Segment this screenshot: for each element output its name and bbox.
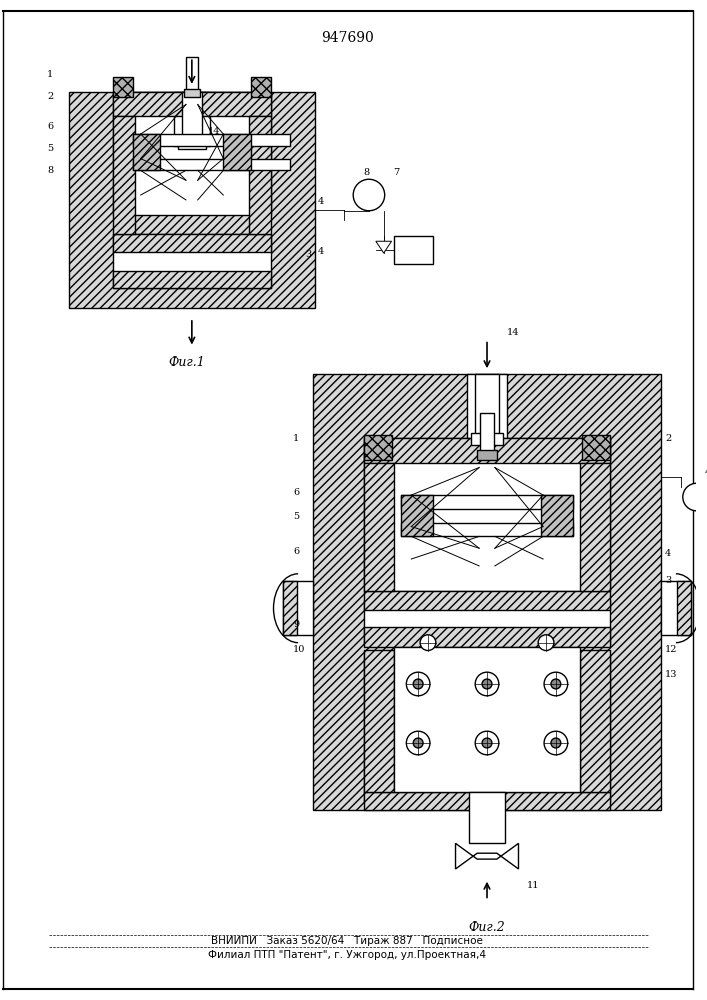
Circle shape bbox=[413, 738, 423, 748]
Bar bbox=[133, 134, 291, 146]
Text: 10: 10 bbox=[293, 645, 305, 654]
Circle shape bbox=[420, 635, 436, 651]
Text: 12: 12 bbox=[665, 645, 677, 654]
Bar bbox=[69, 92, 315, 308]
Bar bbox=[182, 92, 201, 141]
Text: Филиал ПТП "Патент", г. Ужгород, ул.Проектная,4: Филиал ПТП "Патент", г. Ужгород, ул.Прое… bbox=[209, 950, 486, 960]
Text: 3: 3 bbox=[305, 250, 311, 259]
Text: 5: 5 bbox=[293, 512, 299, 521]
Bar bbox=[251, 77, 271, 97]
Circle shape bbox=[482, 679, 492, 689]
Text: 14: 14 bbox=[208, 127, 220, 136]
Bar bbox=[402, 523, 573, 536]
Bar bbox=[467, 374, 507, 438]
Bar bbox=[364, 792, 610, 810]
Bar bbox=[475, 374, 499, 435]
Polygon shape bbox=[376, 241, 392, 253]
Text: 8: 8 bbox=[47, 166, 53, 175]
Bar bbox=[186, 57, 198, 92]
Circle shape bbox=[413, 679, 423, 689]
Circle shape bbox=[683, 483, 707, 511]
Circle shape bbox=[482, 738, 492, 748]
Text: 2: 2 bbox=[47, 92, 54, 101]
Bar bbox=[472, 433, 503, 445]
Bar bbox=[480, 413, 494, 453]
Bar bbox=[364, 438, 610, 591]
Circle shape bbox=[475, 731, 499, 755]
Text: 2: 2 bbox=[665, 434, 672, 443]
Bar bbox=[364, 654, 610, 802]
Bar bbox=[580, 463, 610, 591]
Bar bbox=[364, 600, 610, 645]
Bar bbox=[113, 92, 271, 116]
Bar bbox=[113, 92, 271, 215]
Bar bbox=[249, 116, 271, 234]
Bar bbox=[402, 495, 573, 509]
Bar bbox=[284, 581, 297, 635]
Circle shape bbox=[354, 179, 385, 211]
Text: Фиг.2: Фиг.2 bbox=[469, 921, 506, 934]
Circle shape bbox=[551, 679, 561, 689]
Circle shape bbox=[407, 731, 430, 755]
Text: 14: 14 bbox=[507, 328, 519, 337]
Bar bbox=[223, 134, 251, 170]
Polygon shape bbox=[455, 843, 518, 869]
Bar bbox=[364, 438, 610, 463]
Text: 6: 6 bbox=[293, 488, 299, 497]
Text: 4: 4 bbox=[317, 247, 324, 256]
Bar bbox=[174, 92, 209, 146]
Bar bbox=[113, 234, 271, 288]
Bar bbox=[583, 435, 610, 460]
Bar bbox=[113, 271, 271, 288]
Text: 4: 4 bbox=[665, 549, 672, 558]
Bar bbox=[402, 495, 433, 536]
Bar bbox=[469, 792, 505, 843]
Bar bbox=[113, 234, 271, 252]
Circle shape bbox=[407, 672, 430, 696]
Bar bbox=[133, 159, 291, 170]
Text: ВНИИПИ   Заказ 5620/64   Тираж 887   Подписное: ВНИИПИ Заказ 5620/64 Тираж 887 Подписное bbox=[211, 936, 484, 946]
Text: 4: 4 bbox=[317, 197, 324, 206]
Bar bbox=[113, 116, 135, 234]
Text: Фиг.1: Фиг.1 bbox=[168, 356, 205, 369]
Bar bbox=[580, 650, 610, 792]
Bar bbox=[364, 435, 392, 460]
Text: 6: 6 bbox=[293, 547, 299, 556]
Bar bbox=[394, 647, 580, 792]
Bar bbox=[677, 581, 691, 635]
Text: 3: 3 bbox=[665, 576, 672, 585]
Circle shape bbox=[538, 635, 554, 651]
Circle shape bbox=[551, 738, 561, 748]
Text: 9: 9 bbox=[293, 620, 299, 629]
Bar bbox=[364, 650, 394, 792]
Text: 1: 1 bbox=[47, 70, 54, 79]
Bar bbox=[394, 236, 433, 264]
Circle shape bbox=[544, 672, 568, 696]
Text: 4: 4 bbox=[704, 468, 707, 477]
Circle shape bbox=[544, 731, 568, 755]
Bar bbox=[364, 627, 610, 647]
Bar bbox=[178, 139, 206, 149]
Bar bbox=[113, 77, 133, 97]
Bar bbox=[364, 463, 394, 591]
Bar bbox=[284, 581, 313, 635]
Text: 13: 13 bbox=[665, 670, 677, 679]
Bar bbox=[133, 134, 160, 170]
Bar bbox=[661, 581, 691, 635]
Text: 11: 11 bbox=[527, 881, 539, 890]
Text: 947690: 947690 bbox=[321, 31, 374, 45]
Bar bbox=[541, 495, 573, 536]
Bar bbox=[184, 89, 199, 97]
Circle shape bbox=[475, 672, 499, 696]
Bar bbox=[313, 374, 661, 810]
Bar bbox=[364, 591, 610, 610]
Bar bbox=[477, 450, 497, 460]
Text: 7: 7 bbox=[394, 168, 399, 177]
Text: 8: 8 bbox=[363, 168, 369, 177]
Text: 1: 1 bbox=[293, 434, 300, 443]
Text: 5: 5 bbox=[47, 144, 53, 153]
Text: 6: 6 bbox=[47, 122, 53, 131]
